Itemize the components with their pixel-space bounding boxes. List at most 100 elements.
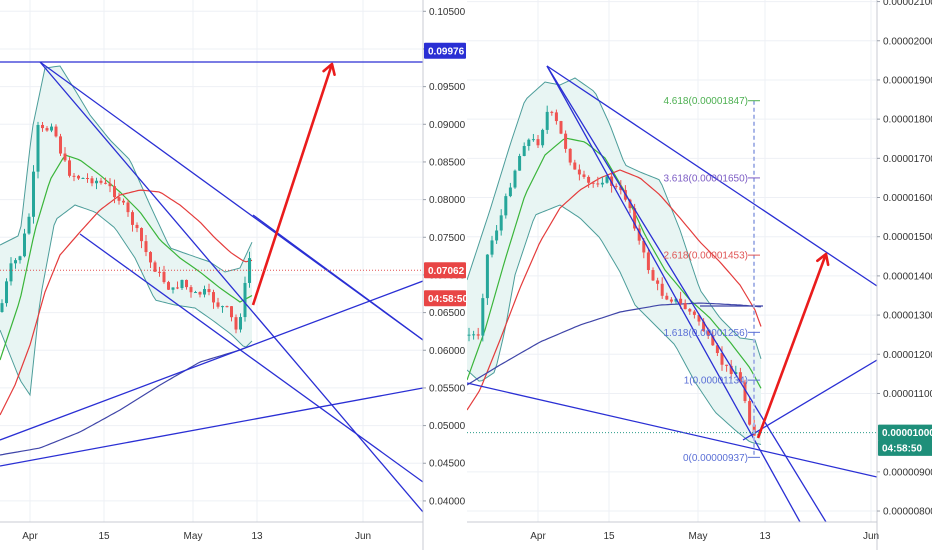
y-tick-label: 0.04000: [429, 496, 466, 507]
candle-body: [176, 287, 179, 289]
candle-body: [725, 364, 729, 366]
candle-body: [518, 156, 522, 171]
candle-body: [587, 176, 591, 183]
candle-body: [45, 128, 49, 131]
candle-body: [738, 372, 742, 383]
candle-body: [212, 292, 215, 303]
candle-body: [167, 282, 170, 290]
trend-line: [79, 233, 423, 483]
candle-body: [508, 187, 512, 197]
candle-body: [554, 112, 558, 122]
candle-body: [504, 196, 508, 216]
candle-body: [541, 129, 545, 146]
candle-body: [582, 174, 586, 177]
x-tick-label: May: [184, 531, 203, 542]
candle-body: [674, 298, 678, 302]
candle-body: [50, 126, 53, 131]
candle-body: [180, 279, 184, 289]
fib-level-label: 1(0.00001134): [684, 376, 748, 387]
candle-body: [734, 372, 738, 375]
candle-body: [692, 311, 696, 315]
candle-body: [117, 197, 121, 201]
candle-body: [660, 283, 664, 296]
candle-body: [153, 262, 157, 272]
x-tick-label: 15: [98, 531, 110, 542]
candle-body: [144, 241, 148, 253]
candle-body: [499, 215, 503, 231]
fib-level-label: 1.618(0.00001256): [663, 328, 748, 339]
candle-body: [86, 178, 89, 180]
bollinger-lower-band: [0, 204, 253, 397]
candle-body: [158, 271, 161, 273]
price-tag-bg: [424, 42, 466, 59]
candle-body: [628, 199, 632, 209]
fib-level-label: 3.618(0.00001650): [663, 173, 748, 184]
y-tick-label: 0.05500: [429, 383, 466, 394]
trend-line: [0, 280, 423, 441]
y-tick-label: 0.09000: [429, 120, 466, 131]
price-tag-bg: [878, 439, 932, 456]
candle-body: [550, 111, 554, 113]
bollinger-lower-band: [467, 204, 762, 445]
y-tick-label: 0.04500: [429, 459, 466, 470]
candle-body: [665, 295, 669, 300]
candle-body: [467, 334, 471, 336]
candle-body: [113, 186, 116, 198]
candle-body: [596, 183, 600, 185]
x-tick-label: 13: [759, 531, 771, 542]
candle-body: [605, 176, 609, 183]
x-tick-label: 13: [251, 531, 263, 542]
candle-body: [702, 321, 706, 332]
y-tick-label: 0.05000: [429, 421, 466, 432]
candle-body: [99, 180, 103, 183]
candle-body: [68, 160, 71, 176]
candle-body: [513, 170, 517, 188]
y-tick-label: 0.09500: [429, 82, 466, 93]
price-tag-bg: [878, 424, 932, 441]
candle-body: [743, 382, 747, 402]
moving-average-green: [467, 137, 762, 389]
candlesticks: [0, 121, 251, 334]
bollinger-band-fill: [0, 66, 252, 395]
y-tick-label: 0.00001500: [883, 232, 932, 243]
candle-body: [591, 182, 595, 184]
candle-body: [140, 228, 143, 242]
candle-body: [63, 153, 67, 161]
candle-body: [559, 121, 563, 134]
candle-body: [239, 317, 242, 330]
candle-body: [531, 139, 535, 141]
candle-body: [642, 240, 646, 253]
y-tick-label: 0.07500: [429, 233, 466, 244]
candle-body: [706, 331, 710, 336]
candle-body: [18, 256, 22, 261]
moving-average-red: [467, 169, 762, 411]
candle-body: [715, 345, 719, 354]
candle-body: [104, 182, 107, 184]
candle-body: [600, 182, 604, 185]
candle-body: [162, 271, 166, 283]
candle-body: [81, 178, 85, 180]
candle-body: [95, 180, 98, 184]
candle-body: [221, 306, 224, 308]
candle-body: [149, 252, 152, 263]
candle-body: [126, 202, 130, 213]
candle-body: [679, 298, 683, 304]
candle-body: [36, 124, 40, 172]
candle-body: [545, 111, 549, 130]
trend-lines: [0, 61, 423, 513]
moving-average-navy: [0, 344, 253, 456]
candle-body: [720, 353, 724, 365]
candle-body: [207, 289, 211, 293]
candle-body: [72, 175, 76, 177]
candle-body: [495, 230, 499, 241]
price-tag-label: 0.07062: [428, 266, 465, 277]
y-tick-label: 0.08000: [429, 195, 466, 206]
fib-level-label: 0(0.00000937): [683, 453, 748, 464]
candle-body: [225, 306, 229, 308]
trend-line: [467, 382, 877, 478]
candle-body: [90, 178, 94, 184]
candle-body: [485, 254, 489, 299]
y-tick-label: 0.00001300: [883, 311, 932, 322]
y-tick-label: 0.06000: [429, 346, 466, 357]
right-chart-panel: 4.618(0.00001847) 3.618(0.00001650) 2.618(…: [467, 0, 932, 550]
